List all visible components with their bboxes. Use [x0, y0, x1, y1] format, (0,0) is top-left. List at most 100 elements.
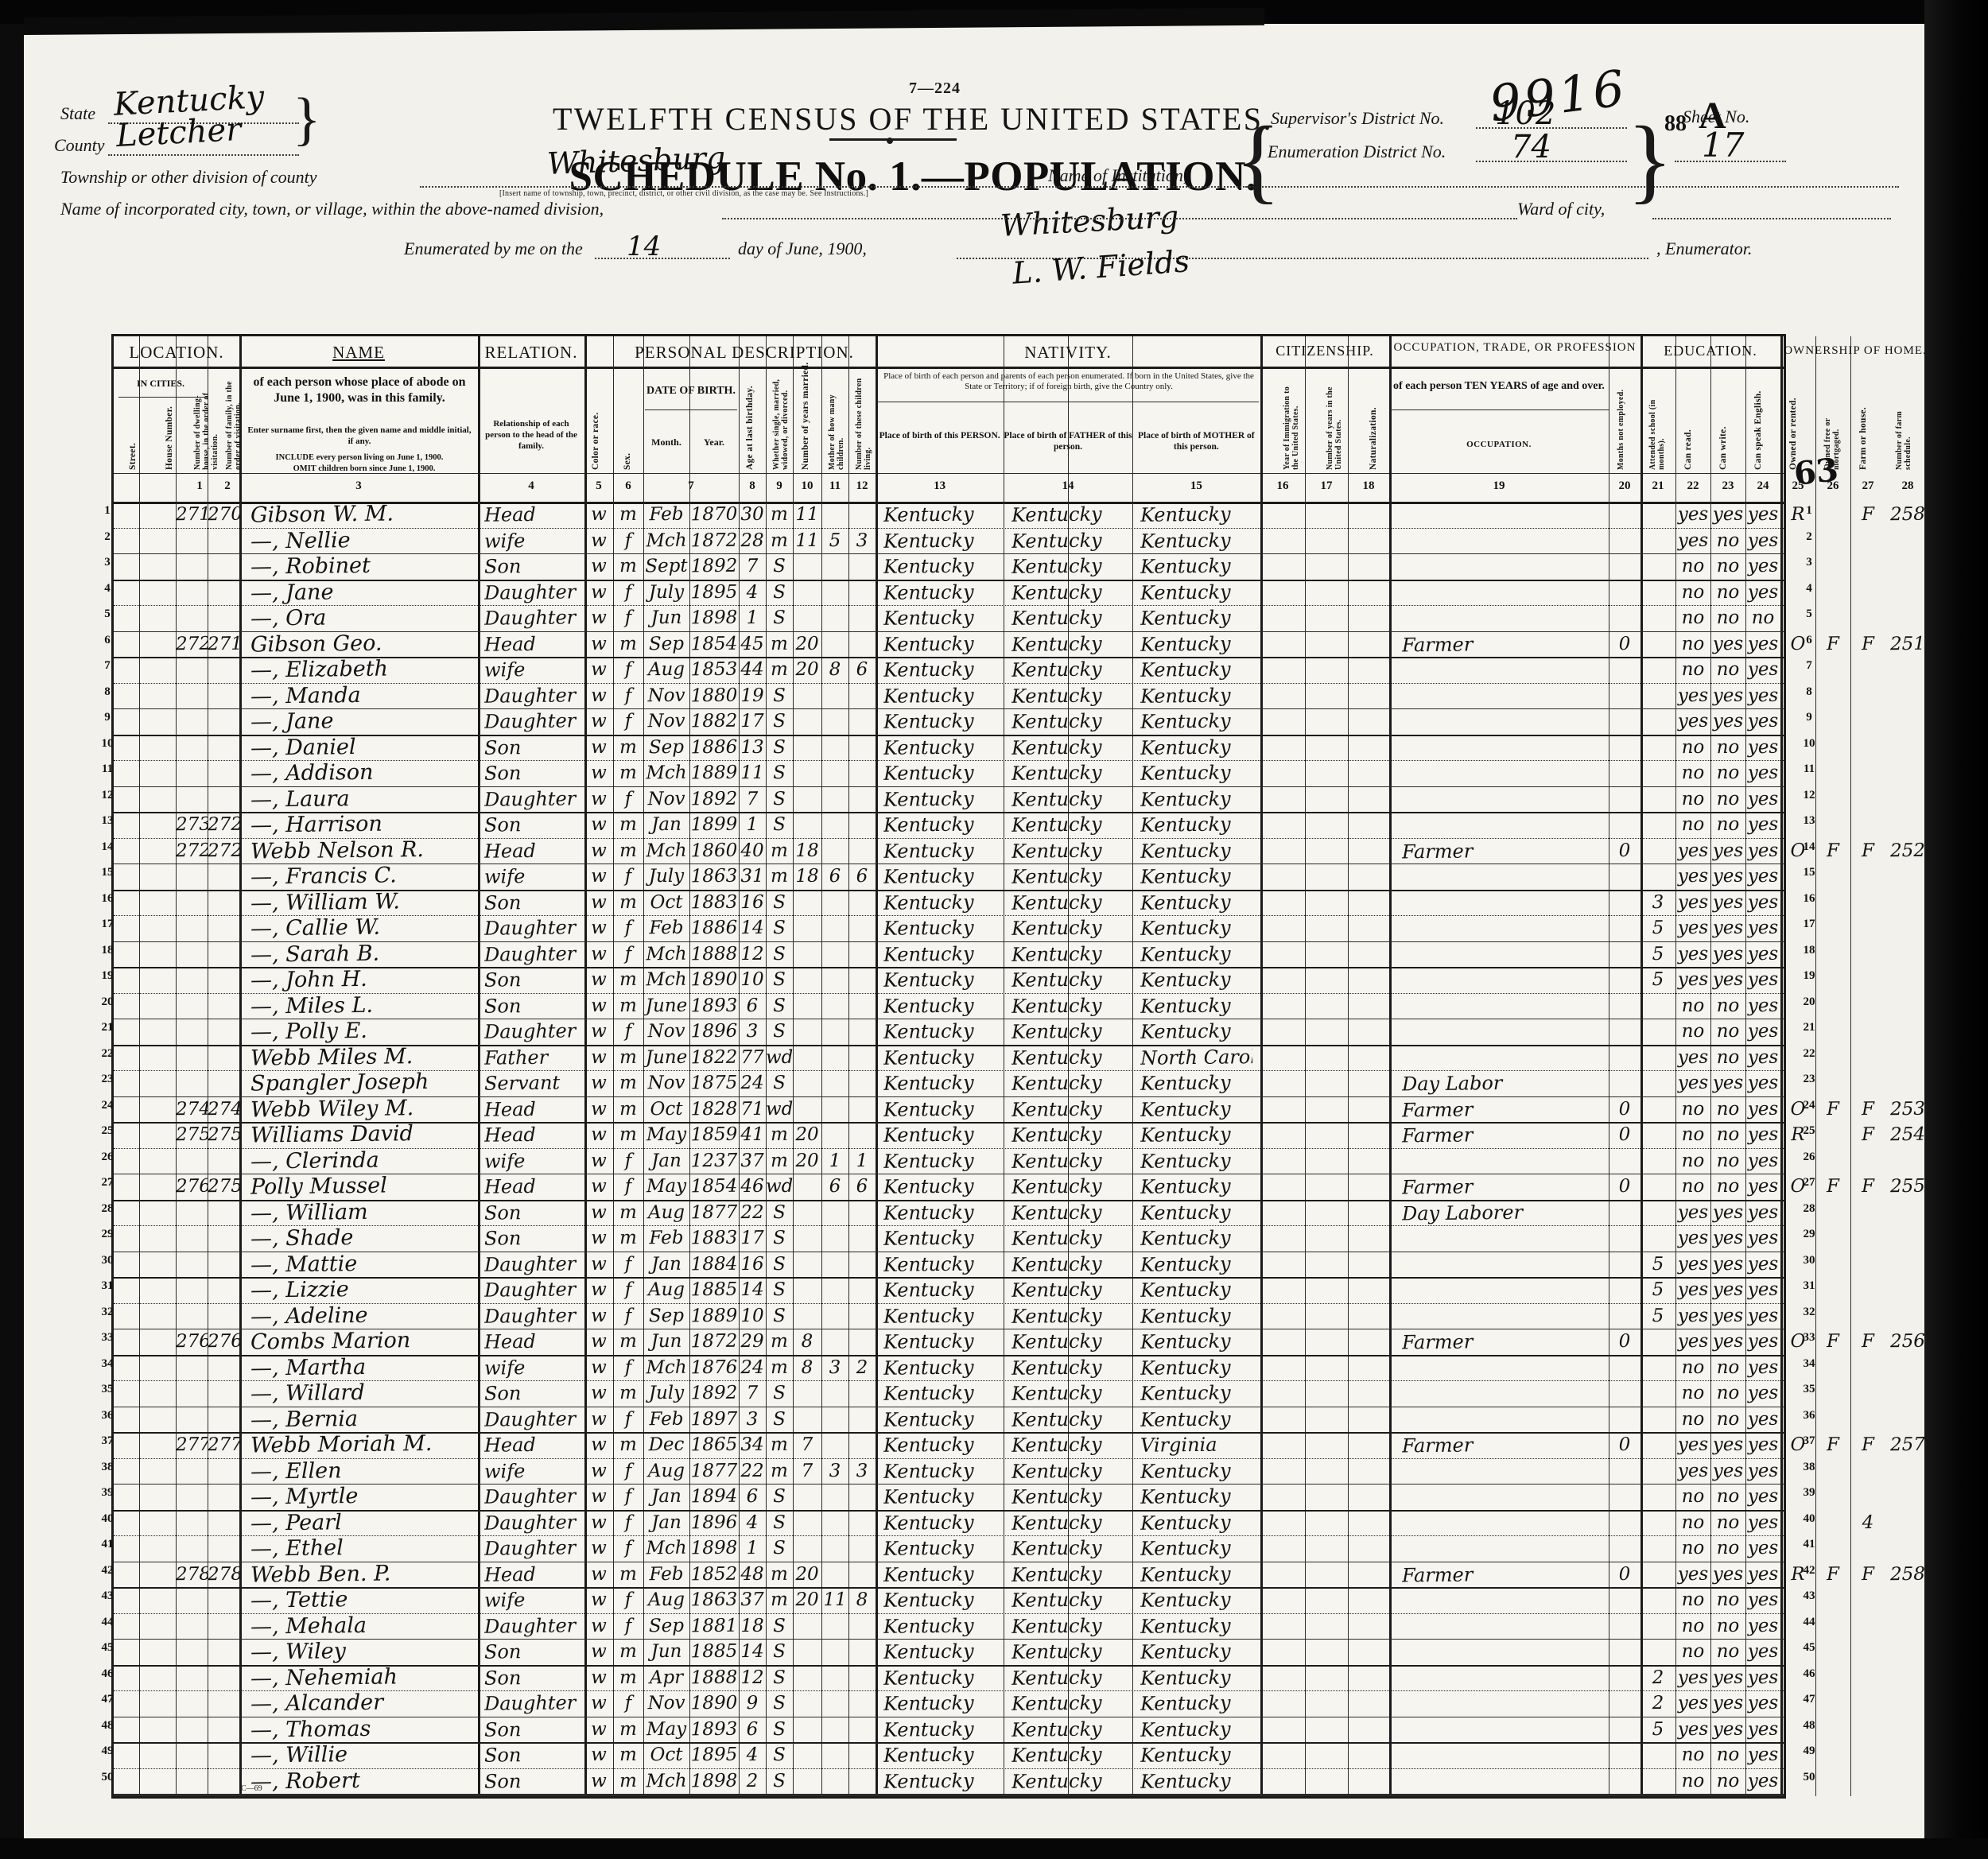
cell-bpf: Kentucky — [1011, 1407, 1103, 1430]
cell-speak: yes — [1747, 685, 1779, 706]
cell-bpm: Kentucky — [1140, 580, 1231, 603]
cell-race: w — [590, 762, 607, 784]
cell-speak: yes — [1747, 1124, 1779, 1146]
cell-farm: 4 — [1862, 1512, 1874, 1533]
cell-age: 17 — [740, 1227, 764, 1249]
col-marital-status-label: Whether single, married, widowed, or div… — [772, 378, 790, 470]
cell-mo_ch: 6 — [829, 1175, 841, 1197]
cell-bpf: Kentucky — [1011, 1640, 1103, 1663]
row-number: 36 — [1803, 1408, 1815, 1422]
col-sex-label: Sex. — [623, 452, 632, 470]
cell-age: 48 — [740, 1563, 764, 1585]
cell-ms: S — [772, 607, 786, 629]
cell-speak: yes — [1747, 1072, 1779, 1094]
group-citizenship: CITIZENSHIP. — [1276, 343, 1374, 359]
cell-year: 1892 — [690, 788, 738, 809]
township-note: [Insert name of township, town, precinct… — [499, 189, 869, 198]
cell-ms: S — [772, 1537, 786, 1559]
cell-speak: yes — [1747, 968, 1779, 991]
cell-dwell: 275 — [175, 1124, 208, 1146]
cell-rel: Servant — [483, 1072, 561, 1095]
row-divider — [114, 812, 1784, 813]
cell-bpf: Kentucky — [1011, 1434, 1103, 1457]
cell-race: w — [590, 1692, 607, 1714]
cell-bp: Kentucky — [883, 1485, 974, 1508]
cell-sch: 5 — [1652, 1305, 1664, 1326]
nativity-father-label: Place of birth of FATHER of this person. — [1004, 431, 1132, 452]
cell-race: w — [590, 607, 607, 629]
row-divider — [114, 682, 1784, 684]
cell-bpf: Kentucky — [1011, 1614, 1103, 1637]
cell-bpm: Kentucky — [1140, 1666, 1231, 1689]
cell-speak: yes — [1747, 1201, 1779, 1223]
cell-bp: Kentucky — [883, 1434, 974, 1457]
cell-read: no — [1681, 555, 1705, 577]
cell-bpm: Kentucky — [1140, 1382, 1231, 1405]
cell-rel: wife — [483, 865, 526, 888]
cell-read: no — [1681, 1356, 1705, 1378]
cell-ms: S — [772, 1744, 786, 1766]
cell-year: 1898 — [690, 607, 738, 629]
enumdist-rule — [1476, 161, 1627, 162]
cell-bpf: Kentucky — [1011, 1252, 1103, 1275]
row-number: 49 — [1803, 1745, 1815, 1758]
row-number: 21 — [101, 1021, 114, 1034]
row-number: 50 — [1803, 1770, 1815, 1783]
cell-bpm: Kentucky — [1140, 1407, 1231, 1430]
cell-year: 1870 — [690, 503, 738, 526]
cell-bpm: Kentucky — [1140, 1330, 1231, 1353]
cell-farm: F — [1861, 633, 1875, 654]
title-divider — [829, 138, 957, 144]
cell-read: yes — [1677, 685, 1709, 706]
cell-sex: f — [624, 788, 632, 809]
cell-mo_ch: 5 — [829, 530, 841, 551]
cell-sex: f — [624, 607, 632, 629]
cell-rel: Son — [483, 735, 522, 759]
cell-bpm: Kentucky — [1140, 1459, 1231, 1482]
cell-rel: wife — [483, 658, 526, 681]
cell-ms: S — [772, 1227, 786, 1249]
cell-occ: Farmer — [1401, 839, 1474, 863]
institution-rule — [1247, 186, 1899, 188]
cell-write: yes — [1712, 633, 1744, 654]
county-label: County — [54, 135, 105, 155]
enumerated-label: Enumerated by me on the — [404, 239, 583, 258]
cell-name: —, Jane — [250, 580, 334, 604]
row-number: 15 — [101, 866, 114, 879]
cell-ch_liv: 1 — [856, 1150, 868, 1171]
cell-read: yes — [1677, 1718, 1709, 1740]
cell-bp: Kentucky — [883, 1407, 974, 1430]
row-number: 17 — [101, 918, 114, 931]
cell-write: yes — [1712, 891, 1744, 913]
row-divider — [114, 579, 1784, 581]
cell-race: w — [590, 1020, 607, 1042]
cell-mo_ch: 3 — [829, 1460, 841, 1481]
cell-write: no — [1716, 1356, 1740, 1378]
cell-ms: S — [772, 685, 786, 706]
cell-month: Feb — [649, 1227, 684, 1249]
row-number: 23 — [101, 1073, 114, 1086]
col-can-read-label: Can read. — [1683, 429, 1693, 470]
cell-month: Feb — [649, 917, 684, 939]
cell-bpm: Kentucky — [1140, 1149, 1231, 1172]
cell-year: 1898 — [690, 1770, 738, 1791]
row-number: 38 — [1803, 1460, 1815, 1473]
cell-race: w — [590, 1615, 607, 1636]
cell-bpm: Kentucky — [1140, 529, 1231, 552]
county-rule — [108, 154, 299, 156]
cell-bpm: Kentucky — [1140, 1717, 1231, 1741]
row-number: 34 — [101, 1356, 114, 1370]
cell-name: —, Polly E. — [250, 1019, 368, 1044]
row-number: 19 — [1803, 969, 1815, 983]
row-number: 27 — [101, 1176, 114, 1190]
cell-ms: S — [772, 1485, 786, 1508]
cell-sex: f — [624, 1692, 632, 1714]
cell-read: yes — [1677, 1330, 1709, 1353]
col-age-label: Age at last birthday. — [745, 386, 755, 470]
cell-age: 34 — [740, 1434, 764, 1456]
row-number: 22 — [101, 1046, 114, 1060]
cell-bp: Kentucky — [883, 1459, 974, 1482]
cell-rel: Daughter — [483, 942, 577, 965]
cell-speak: yes — [1747, 736, 1779, 758]
